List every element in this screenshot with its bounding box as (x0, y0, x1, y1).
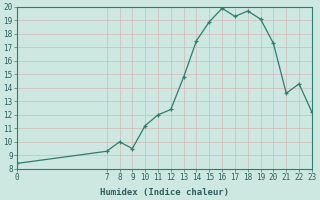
X-axis label: Humidex (Indice chaleur): Humidex (Indice chaleur) (100, 188, 229, 197)
